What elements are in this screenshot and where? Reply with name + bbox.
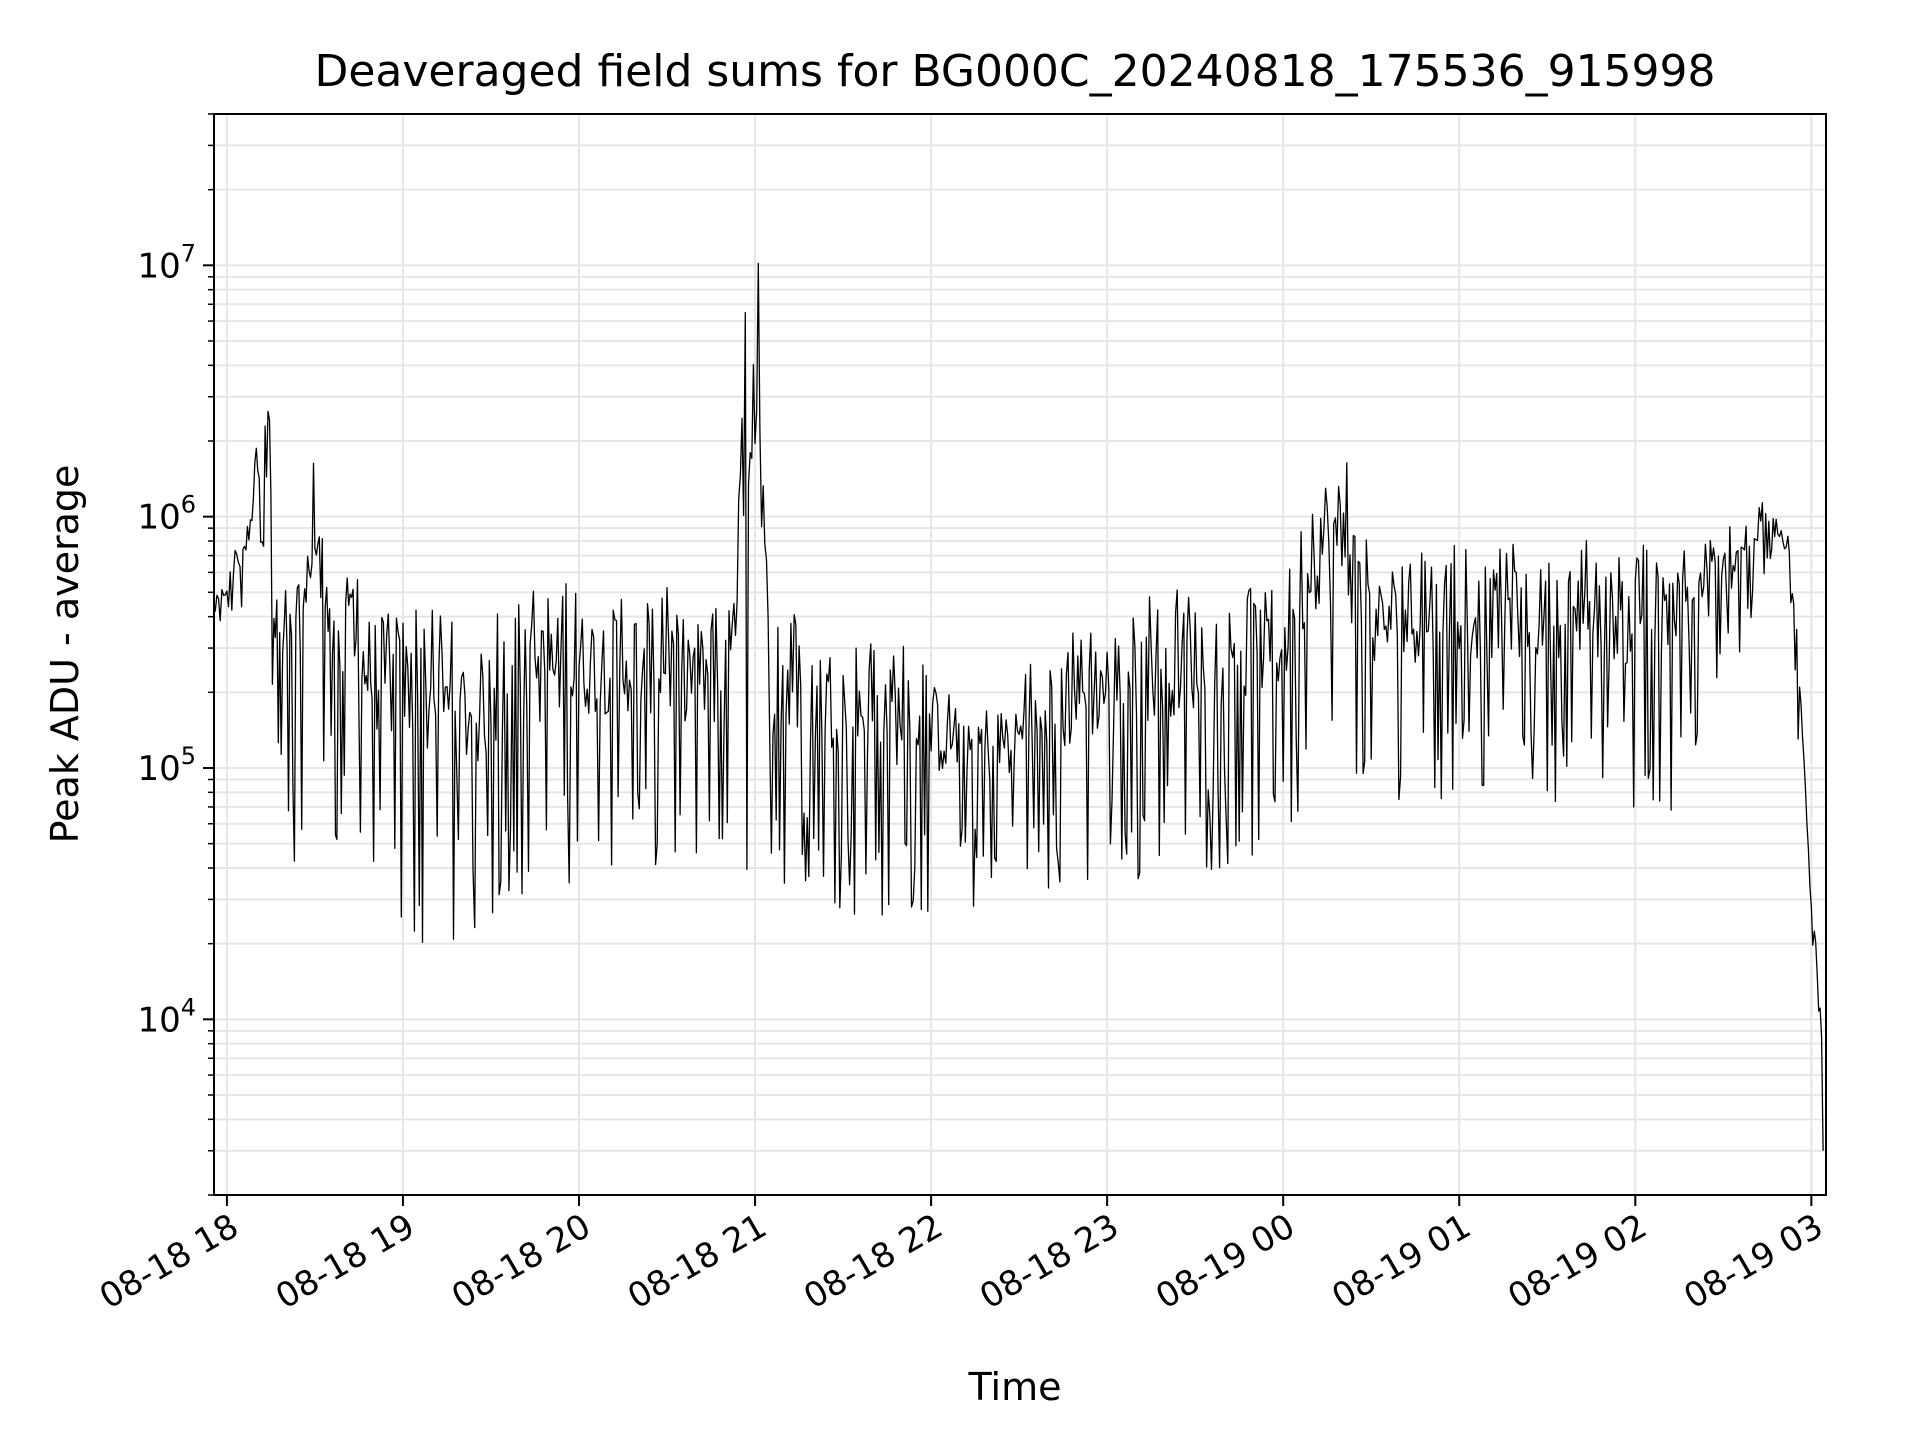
y-tick-label: 107 <box>137 239 196 286</box>
y-tick-label: 104 <box>137 993 196 1040</box>
y-tick-label: 105 <box>137 742 196 789</box>
y-tick-label: 106 <box>137 491 196 538</box>
plot-frame <box>213 113 1827 1196</box>
plot-area <box>214 262 1824 1151</box>
series-line <box>214 262 1824 1151</box>
y-axis-label: Peak ADU - average <box>43 465 87 844</box>
y-axis: 104 105 106 107 <box>137 113 214 1196</box>
x-axis-label: Time <box>968 1365 1062 1409</box>
chart-title: Deaveraged field sums for BG000C_2024081… <box>314 46 1715 97</box>
